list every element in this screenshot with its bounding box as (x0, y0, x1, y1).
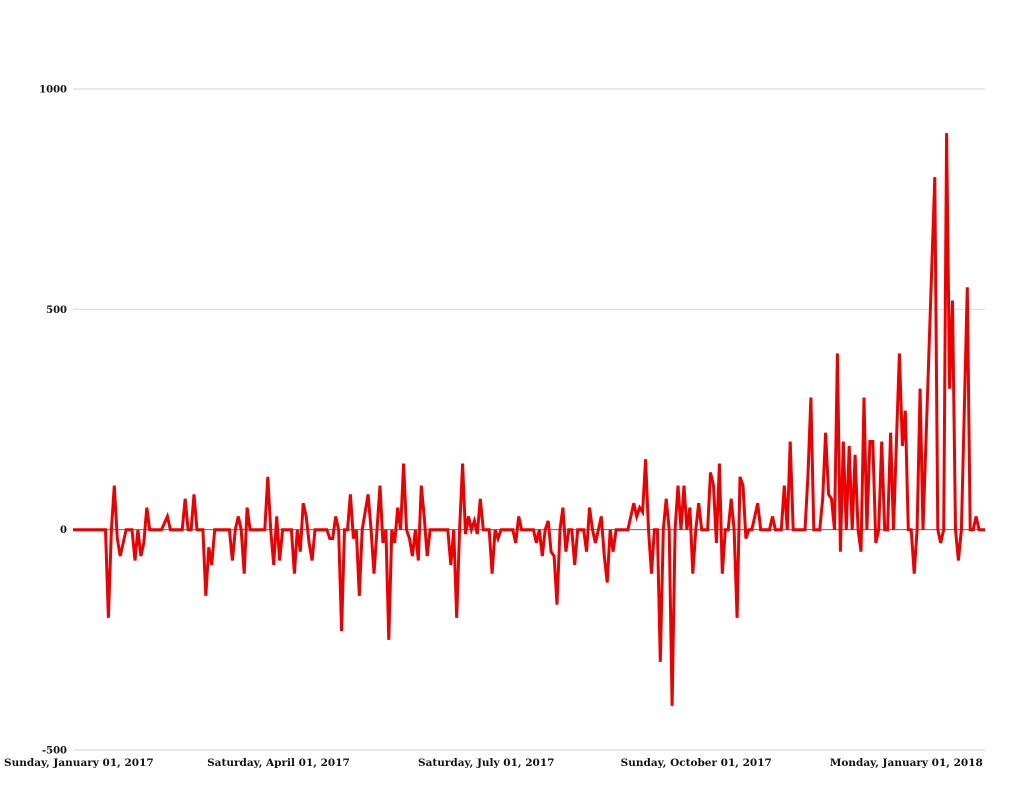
x-axis-tick-labels: Sunday, January 01, 2017 Saturday, April … (4, 757, 983, 769)
y-tick-label: 500 (46, 305, 67, 316)
x-tick-label: Saturday, April 01, 2017 (207, 757, 350, 769)
y-tick-label: 1000 (39, 85, 67, 96)
x-tick-label: Sunday, January 01, 2017 (4, 757, 154, 769)
x-tick-label: Monday, January 01, 2018 (830, 757, 983, 769)
y-tick-label: 0 (60, 525, 67, 536)
data-series-line (73, 133, 985, 706)
y-axis-tick-labels: -500 0 500 1000 (39, 85, 67, 757)
y-tick-label: -500 (42, 746, 67, 757)
x-tick-label: Sunday, October 01, 2017 (621, 757, 772, 769)
gridlines (73, 88, 985, 751)
x-tick-label: Saturday, July 01, 2017 (418, 757, 554, 769)
